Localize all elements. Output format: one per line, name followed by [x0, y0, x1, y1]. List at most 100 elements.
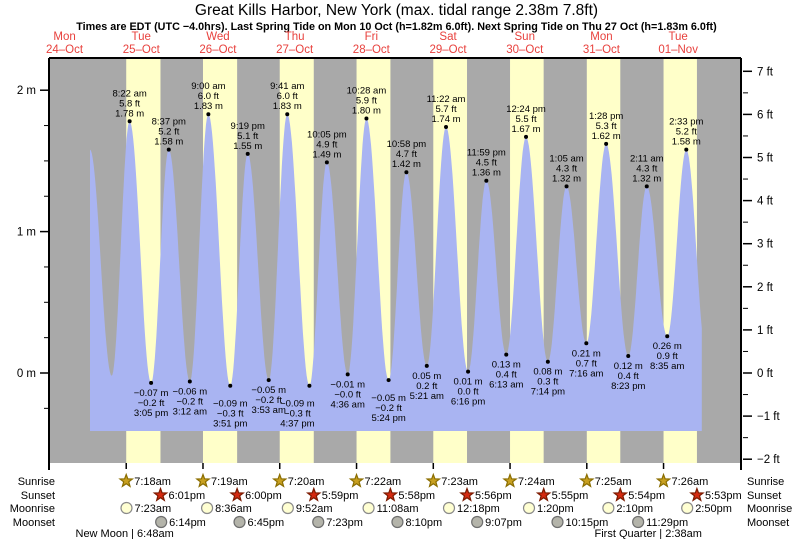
- tide-low-label: 0.0 ft: [458, 387, 479, 398]
- tide-extreme-dot: [564, 184, 569, 189]
- tide-low-label: −0.01 m: [330, 379, 365, 390]
- tide-extreme-dot: [545, 359, 550, 364]
- astro-time-label: 9:07pm: [485, 517, 522, 529]
- tide-high-label: 5.2 ft: [158, 127, 179, 138]
- tide-low-label: 3:51 pm: [213, 419, 247, 430]
- day-label-date: 01–Nov: [658, 44, 698, 56]
- tide-low-label: 0.13 m: [492, 360, 521, 371]
- astro-row-label-left: Moonset: [13, 517, 55, 529]
- tide-high-label: 12:24 pm: [506, 104, 546, 115]
- tide-high-label: 4.3 ft: [556, 163, 577, 174]
- tide-extreme-dot: [684, 147, 689, 152]
- tide-high-label: 1.42 m: [392, 159, 421, 170]
- tide-extreme-dot: [206, 112, 211, 117]
- tide-high-label: 5.7 ft: [435, 104, 456, 115]
- astro-time-label: 6:00pm: [245, 490, 282, 502]
- day-label-dow: Tue: [132, 31, 151, 43]
- tide-high-label: 1.58 m: [672, 137, 701, 148]
- day-label-date: 28–Oct: [353, 44, 391, 56]
- astro-time-label: 5:53pm: [705, 490, 742, 502]
- tide-low-label: 0.3 ft: [537, 377, 558, 388]
- sunset-star-icon: [535, 486, 552, 502]
- sunset-star-icon: [305, 486, 322, 502]
- tide-extreme-dot: [166, 147, 171, 152]
- astro-time-label: 5:56pm: [475, 490, 512, 502]
- tide-low-label: 7:14 pm: [531, 387, 565, 398]
- day-label-dow: Wed: [206, 31, 229, 43]
- sunrise-star-icon: [118, 472, 135, 488]
- tide-high-label: 1.74 m: [431, 114, 460, 125]
- tide-high-label: 10:28 am: [347, 85, 387, 96]
- astro-time-label: 5:55pm: [552, 490, 589, 502]
- tide-high-label: 1.32 m: [552, 173, 581, 184]
- tide-high-label: 5.9 ft: [356, 95, 377, 106]
- tide-low-label: 0.05 m: [412, 371, 441, 382]
- tide-low-label: 6:13 am: [489, 380, 523, 391]
- tide-high-label: 8:37 pm: [152, 117, 186, 128]
- tide-low-label: 4:37 pm: [280, 419, 314, 430]
- tide-extreme-dot: [266, 378, 271, 383]
- tide-extreme-dot: [404, 170, 409, 175]
- astro-time-label: 6:14pm: [169, 517, 206, 529]
- tide-extreme-dot: [504, 352, 509, 357]
- moonrise-circle-icon: [200, 501, 214, 515]
- astro-time-label: 12:18pm: [457, 503, 500, 515]
- astro-time-label: 7:26am: [672, 476, 709, 488]
- tide-low-label: 8:35 am: [650, 361, 684, 372]
- page-subtitle: Times are EDT (UTC −4.0hrs). Last Spring…: [76, 21, 717, 33]
- day-label-date: 26–Oct: [199, 44, 237, 56]
- tide-high-label: 4.3 ft: [636, 163, 657, 174]
- day-label-dow: Tue: [668, 31, 687, 43]
- tide-extreme-dot: [524, 134, 529, 139]
- tide-low-label: −0.2 ft: [176, 396, 203, 407]
- tide-low-label: −0.3 ft: [284, 409, 311, 420]
- tide-high-label: 1.83 m: [194, 101, 223, 112]
- tide-extreme-dot: [444, 124, 449, 129]
- moonrise-circle-icon: [602, 501, 615, 515]
- astro-row-label-left: Sunset: [21, 490, 55, 502]
- day-label-dow: Sun: [515, 31, 535, 43]
- tide-low-label: −0.2 ft: [138, 398, 165, 409]
- tide-extreme-dot: [307, 383, 312, 388]
- tide-extreme-dot: [466, 369, 471, 374]
- astro-time-label: 11:08am: [377, 503, 419, 515]
- tide-low-label: 0.2 ft: [416, 381, 437, 392]
- astro-row-label-right: Sunset: [747, 490, 781, 502]
- astro-time-label: 6:45pm: [248, 517, 285, 529]
- day-label-date: 27–Oct: [276, 44, 314, 56]
- tide-high-label: 6.0 ft: [277, 91, 298, 102]
- tide-high-label: 1.32 m: [632, 173, 661, 184]
- tide-low-label: 4:36 am: [331, 399, 365, 410]
- tide-extreme-dot: [149, 380, 154, 385]
- tide-extreme-dot: [665, 334, 670, 339]
- tide-high-label: 4.9 ft: [316, 139, 337, 150]
- astro-time-label: 10:15pm: [566, 517, 609, 529]
- tide-area: [90, 114, 702, 431]
- y-axis-label-left: 2 m: [17, 85, 36, 97]
- tide-high-label: 4.7 ft: [396, 149, 417, 160]
- astro-time-label: 5:59pm: [322, 490, 359, 502]
- y-axis-label-right: 1 ft: [757, 325, 774, 337]
- tide-high-label: 1.58 m: [154, 137, 183, 148]
- astro-time-label: 2:10pm: [616, 503, 653, 515]
- tide-low-label: 0.01 m: [454, 377, 483, 388]
- tide-high-label: 2:11 am: [630, 153, 664, 164]
- tide-high-label: 8:22 am: [112, 88, 146, 99]
- sunset-star-icon: [612, 486, 629, 502]
- tide-low-label: −0.3 ft: [217, 409, 244, 420]
- tide-high-label: 11:59 pm: [467, 148, 506, 159]
- day-label-date: 29–Oct: [430, 44, 468, 56]
- sunrise-star-icon: [195, 472, 211, 488]
- y-axis-label-right: 3 ft: [757, 239, 774, 251]
- astro-time-label: 5:58pm: [398, 490, 435, 502]
- moonrise-circle-icon: [120, 501, 133, 515]
- y-axis-label-left: 1 m: [17, 227, 36, 239]
- sunrise-star-icon: [655, 472, 672, 488]
- astro-time-label: 7:25am: [595, 476, 632, 488]
- astro-time-label: 9:52am: [296, 503, 333, 515]
- tide-low-label: −0.06 m: [173, 386, 208, 397]
- day-label-date: 31–Oct: [583, 44, 621, 56]
- tide-extreme-dot: [584, 341, 589, 346]
- astro-row-label-right: Moonrise: [747, 503, 792, 515]
- astro-time-label: 7:20am: [288, 476, 325, 488]
